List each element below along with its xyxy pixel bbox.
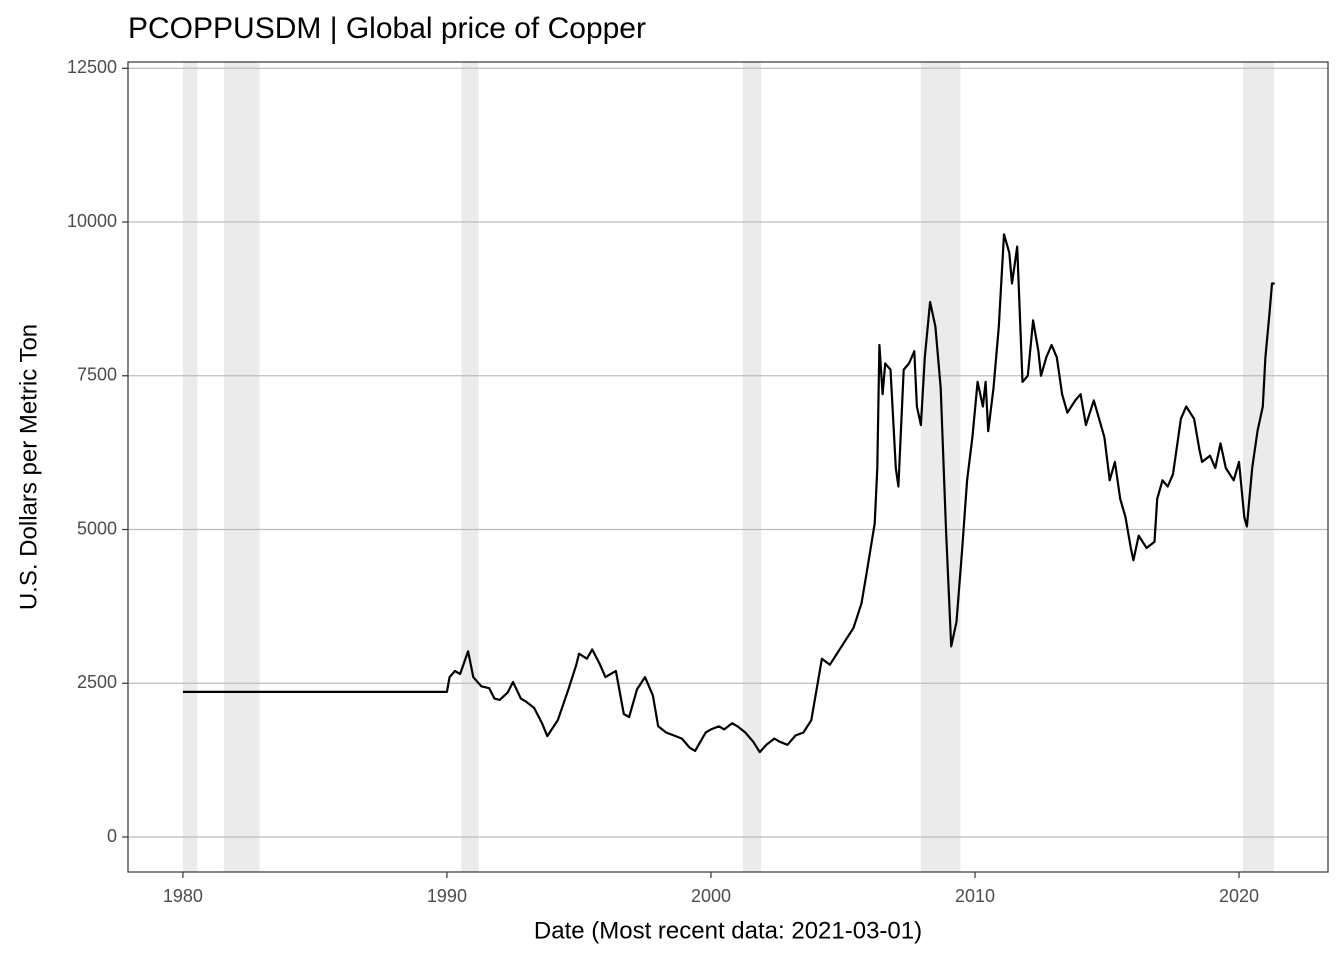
- y-tick-label: 7500: [77, 365, 117, 385]
- recession-band: [1242, 62, 1275, 872]
- y-tick-label: 12500: [67, 57, 117, 77]
- recession-band: [742, 62, 762, 872]
- y-axis-title: U.S. Dollars per Metric Ton: [15, 324, 42, 610]
- x-axis-title: Date (Most recent data: 2021-03-01): [534, 917, 922, 944]
- x-tick-label: 2020: [1219, 886, 1259, 906]
- x-tick-label: 2000: [691, 886, 731, 906]
- y-tick-label: 5000: [77, 518, 117, 538]
- y-tick-label: 10000: [67, 211, 117, 231]
- chart-title: PCOPPUSDM | Global price of Copper: [128, 12, 646, 45]
- recession-band: [461, 62, 479, 872]
- price-line: [182, 233, 1275, 754]
- x-tick-label: 1990: [427, 886, 467, 906]
- x-tick-label: 2010: [955, 886, 995, 906]
- plot-border: [127, 61, 1329, 873]
- y-tick-label: 0: [107, 826, 117, 846]
- recession-band: [182, 62, 198, 872]
- y-tick-label: 2500: [77, 672, 117, 692]
- recession-band: [920, 62, 961, 872]
- recession-band: [223, 62, 260, 872]
- x-tick-label: 1980: [163, 886, 203, 906]
